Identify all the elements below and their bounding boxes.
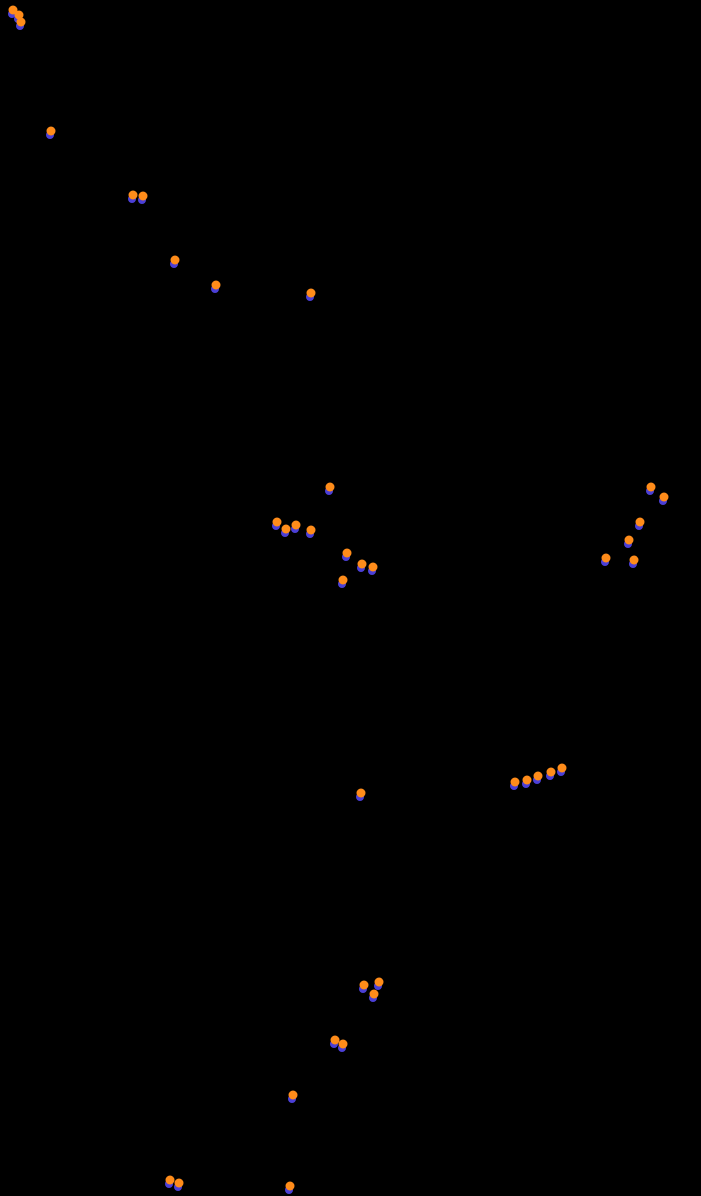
scatter-point — [326, 483, 335, 492]
scatter-point — [286, 1182, 295, 1191]
scatter-point — [547, 768, 556, 777]
scatter-point — [523, 776, 532, 785]
scatter-point — [625, 536, 634, 545]
scatter-point — [357, 789, 366, 798]
scatter-point — [511, 778, 520, 787]
scatter-point — [558, 764, 567, 773]
scatter-point — [307, 289, 316, 298]
scatter-point — [339, 576, 348, 585]
scatter-point — [212, 281, 221, 290]
scatter-point — [292, 521, 301, 530]
scatter-point — [47, 127, 56, 136]
scatter-point — [129, 191, 138, 200]
scatter-point — [139, 192, 148, 201]
scatter-point — [289, 1091, 298, 1100]
scatter-point — [370, 990, 379, 999]
scatter-point — [369, 563, 378, 572]
scatter-point — [282, 525, 291, 534]
scatter-point — [339, 1040, 348, 1049]
scatter-point — [166, 1176, 175, 1185]
scatter-point — [17, 18, 26, 27]
scatter-point — [273, 518, 282, 527]
scatter-point — [307, 526, 316, 535]
scatter-point — [360, 981, 369, 990]
scatter-point — [343, 549, 352, 558]
scatter-point — [534, 772, 543, 781]
scatter-point — [358, 560, 367, 569]
scatter-plot — [0, 0, 701, 1196]
scatter-point — [660, 493, 669, 502]
scatter-point — [171, 256, 180, 265]
scatter-point — [175, 1179, 184, 1188]
scatter-point — [602, 554, 611, 563]
scatter-point — [630, 556, 639, 565]
scatter-point — [375, 978, 384, 987]
scatter-point — [647, 483, 656, 492]
scatter-point — [636, 518, 645, 527]
